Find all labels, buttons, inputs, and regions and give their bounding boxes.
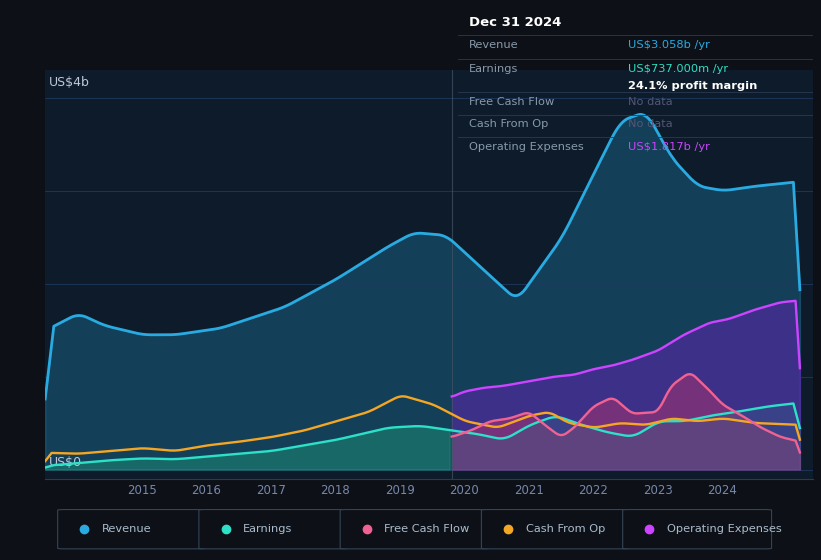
Text: Revenue: Revenue [469,40,518,49]
Text: US$0: US$0 [49,456,82,469]
Text: US$3.058b /yr: US$3.058b /yr [628,40,710,49]
Text: Dec 31 2024: Dec 31 2024 [469,16,561,29]
Text: Operating Expenses: Operating Expenses [469,142,584,152]
Text: Earnings: Earnings [243,524,292,534]
Text: Free Cash Flow: Free Cash Flow [384,524,470,534]
FancyBboxPatch shape [57,510,207,549]
Text: 24.1% profit margin: 24.1% profit margin [628,81,758,91]
Text: US$737.000m /yr: US$737.000m /yr [628,64,728,73]
Text: Revenue: Revenue [102,524,152,534]
Text: Cash From Op: Cash From Op [525,524,605,534]
Text: Earnings: Earnings [469,64,518,73]
FancyBboxPatch shape [340,510,489,549]
Text: Cash From Op: Cash From Op [469,119,548,129]
FancyBboxPatch shape [481,510,631,549]
Text: US$4b: US$4b [49,76,89,89]
FancyBboxPatch shape [622,510,772,549]
FancyBboxPatch shape [199,510,348,549]
Text: US$1.817b /yr: US$1.817b /yr [628,142,710,152]
Text: No data: No data [628,96,673,106]
Text: Operating Expenses: Operating Expenses [667,524,782,534]
Text: Free Cash Flow: Free Cash Flow [469,96,554,106]
Text: No data: No data [628,119,673,129]
